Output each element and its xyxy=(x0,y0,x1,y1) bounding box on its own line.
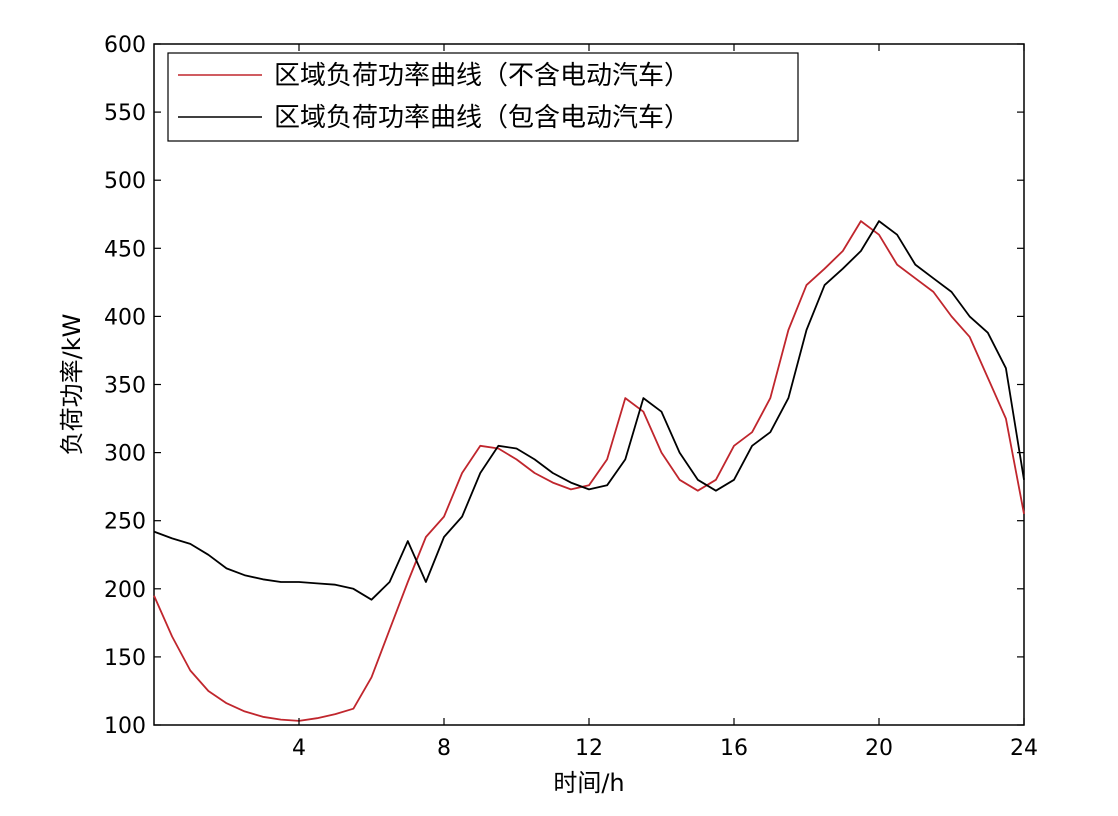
tick-layer: 100 150 200 250 300 350 400 450 500 550 600 4 8 12 16 2… xyxy=(104,33,1038,761)
legend-box xyxy=(167,52,799,142)
y-tick-label: 350 xyxy=(104,374,146,399)
x-tick-label: 12 xyxy=(575,736,603,761)
x-axis-label: 时间/h xyxy=(553,769,624,797)
x-tick-label: 8 xyxy=(437,736,451,761)
series-line-1 xyxy=(153,220,1025,601)
legend-label-with-ev: 区域负荷功率曲线（包含电动汽车） xyxy=(274,103,690,133)
y-tick-label: 500 xyxy=(104,169,146,194)
x-tick-label: 16 xyxy=(720,736,748,761)
legend-label-without-ev: 区域负荷功率曲线（不含电动汽车） xyxy=(274,61,690,91)
y-tick-label: 550 xyxy=(104,101,146,126)
x-tick-label: 4 xyxy=(292,736,306,761)
legend: 区域负荷功率曲线（不含电动汽车） 区域负荷功率曲线（包含电动汽车） xyxy=(167,52,799,142)
y-tick-label: 450 xyxy=(104,237,146,262)
y-tick-label: 100 xyxy=(104,714,146,739)
y-axis-label: 负荷功率/kW xyxy=(58,314,86,456)
y-tick-label: 600 xyxy=(104,33,146,58)
y-tick-label: 400 xyxy=(104,305,146,330)
y-tick-label: 300 xyxy=(104,442,146,467)
x-tick-label: 24 xyxy=(1010,736,1038,761)
x-tick-label: 20 xyxy=(865,736,893,761)
y-tick-label: 200 xyxy=(104,578,146,603)
y-tick-label: 150 xyxy=(104,646,146,671)
plot-area-frame xyxy=(153,43,1025,726)
y-tick-label: 250 xyxy=(104,510,146,535)
